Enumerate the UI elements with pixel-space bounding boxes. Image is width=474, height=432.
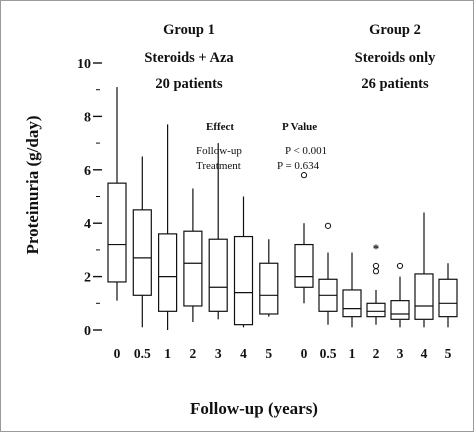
box-iqr <box>414 273 434 320</box>
stats-header-pvalue: P Value <box>282 121 317 133</box>
box-iqr <box>208 238 228 312</box>
x-tick-label: 3 <box>215 346 222 361</box>
group-1-title-line: Steroids + Aza <box>144 50 234 66</box>
group-1-title-line: 20 patients <box>155 76 223 92</box>
box-iqr <box>259 262 279 315</box>
y-axis: 0 2 4 6 8 10 <box>77 57 102 339</box>
outlier-point <box>372 268 380 275</box>
stats-header-effect: Effect <box>206 121 234 133</box>
stats-row-treatment-pvalue: P = 0.634 <box>277 160 320 172</box>
outlier-extreme: * <box>373 241 380 256</box>
box-g1-5 <box>259 239 279 317</box>
y-tick-label: 2 <box>84 271 91 286</box>
x-axis-label: Follow-up (years) <box>190 399 318 418</box>
box-g1-4 <box>233 196 254 328</box>
outlier-point <box>396 262 404 270</box>
y-tick-label: 10 <box>77 57 91 72</box>
x-tick-label: 1 <box>164 346 171 361</box>
group-2-title-line: Group 2 <box>369 22 421 38</box>
y-tick-label: 8 <box>84 110 91 125</box>
box-g1-1 <box>158 124 178 330</box>
group-titles: Group 1 Steroids + Aza 20 patients Group 2 S… <box>144 22 436 92</box>
box-iqr <box>342 289 362 318</box>
box-g2-0 <box>294 172 314 304</box>
group-1-title-line: Group 1 <box>163 22 215 38</box>
box-g2-5 <box>438 263 458 328</box>
x-tick-label: 4 <box>240 346 247 361</box>
box-g2-1 <box>342 252 362 328</box>
box-g1-0 <box>107 87 127 301</box>
box-g2-2: * <box>366 241 386 325</box>
box-iqr <box>132 209 152 296</box>
box-iqr <box>390 300 410 320</box>
box-iqr <box>438 278 458 318</box>
box-g2-3 <box>390 262 410 328</box>
box-iqr <box>233 235 254 326</box>
x-tick-label: 0.5 <box>134 346 151 361</box>
x-tick-label: 0.5 <box>320 346 337 361</box>
y-tick-label: 0 <box>84 324 91 339</box>
stats-row-treatment-effect: Treatment <box>196 160 241 172</box>
box-g2-0.5 <box>318 222 338 325</box>
box-iqr <box>366 302 386 318</box>
box-g1-2 <box>183 188 203 322</box>
box-g2-4 <box>414 212 434 328</box>
stats-row-followup-pvalue: P < 0.001 <box>285 145 327 157</box>
outlier-point <box>372 262 380 270</box>
x-tick-label: 1 <box>349 346 356 361</box>
box-iqr <box>158 233 178 312</box>
x-tick-label: 0 <box>114 346 121 361</box>
box-iqr <box>294 243 314 288</box>
box-g1-0.5 <box>132 156 152 328</box>
x-tick-label: 4 <box>421 346 428 361</box>
stats-table: Effect P Value Follow-up P < 0.001 Treat… <box>196 121 327 172</box>
outlier-point <box>300 172 308 179</box>
box-iqr <box>107 182 127 283</box>
box-g1-3 <box>208 143 228 320</box>
group-2-title-line: Steroids only <box>355 50 436 66</box>
y-tick-label: 4 <box>84 217 91 232</box>
x-tick-label: 5 <box>265 346 272 361</box>
boxes-layer: * <box>107 87 458 330</box>
x-axis: 0 0.5 1 2 3 4 5 0 0.5 1 2 3 4 5 <box>114 346 452 361</box>
x-tick-label: 2 <box>373 346 380 361</box>
x-tick-label: 5 <box>445 346 452 361</box>
box-iqr <box>183 230 203 307</box>
outlier-point <box>324 222 332 229</box>
x-tick-label: 3 <box>397 346 404 361</box>
y-axis-label: Proteinuria (g/day) <box>23 116 42 255</box>
y-tick-label: 6 <box>84 164 91 179</box>
x-tick-label: 0 <box>301 346 308 361</box>
stats-row-followup-effect: Follow-up <box>196 145 242 157</box>
group-2-title-line: 26 patients <box>361 76 429 92</box>
x-tick-label: 2 <box>190 346 197 361</box>
